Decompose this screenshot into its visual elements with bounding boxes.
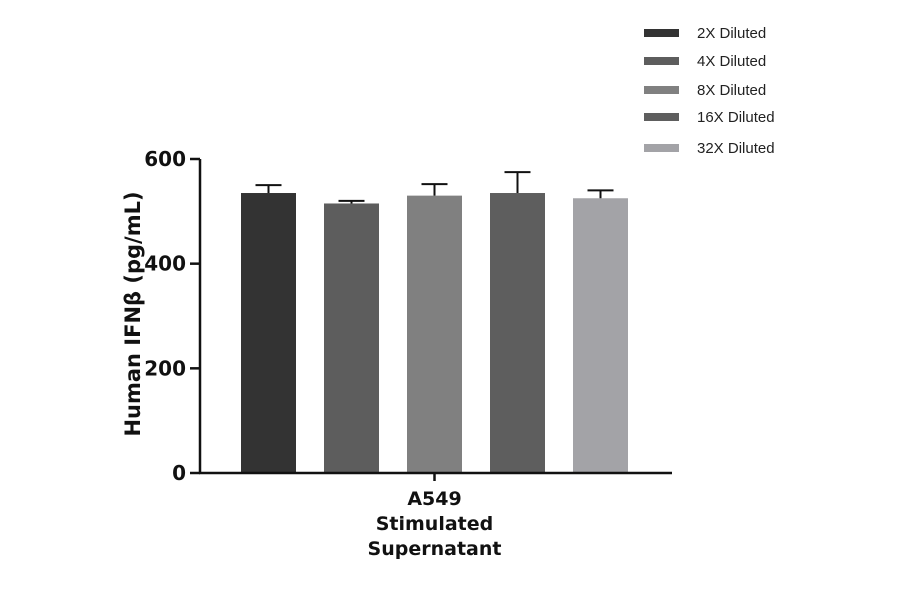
legend-swatch [644, 57, 679, 65]
x-category-label-line: Supernatant [368, 538, 502, 560]
legend-label: 2X Diluted [697, 25, 766, 42]
x-category-label: A549 Stimulated Supernatant [368, 488, 502, 560]
plot-area: 0 200 400 600 [144, 147, 672, 485]
y-axis-title: Human IFNβ (pg/mL) [121, 191, 145, 436]
x-category-label-line: A549 [407, 488, 461, 510]
legend-label: 4X Diluted [697, 53, 766, 70]
legend-swatch [644, 113, 679, 121]
bar [241, 193, 296, 473]
legend-swatch [644, 29, 679, 37]
legend-swatch [644, 144, 679, 152]
bar [573, 198, 628, 473]
y-tick-label: 600 [144, 147, 186, 171]
legend-swatch [644, 86, 679, 94]
legend-label: 8X Diluted [697, 82, 766, 99]
y-tick-label: 0 [172, 461, 186, 485]
legend-label: 16X Diluted [697, 109, 775, 126]
legend: 2X Diluted 4X Diluted 8X Diluted 16X Dilute… [644, 25, 775, 157]
x-category-label-line: Stimulated [376, 513, 494, 535]
bar [490, 193, 545, 473]
bar [407, 195, 462, 473]
bar [324, 203, 379, 473]
y-tick-label: 200 [144, 356, 186, 380]
legend-label: 32X Diluted [697, 140, 775, 157]
y-tick-label: 400 [144, 252, 186, 276]
